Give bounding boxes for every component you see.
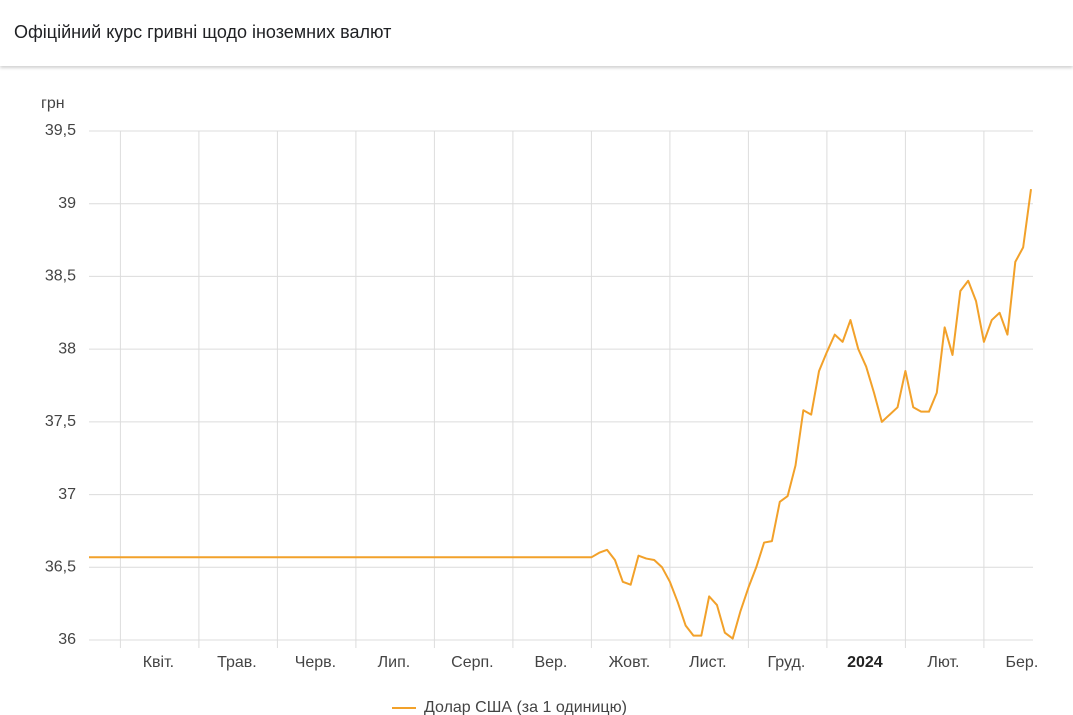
x-tick-label: Бер. (1006, 654, 1039, 671)
x-tick-label: Груд. (768, 654, 806, 671)
y-tick-label: 39,5 (45, 122, 76, 139)
x-tick-label: Лип. (378, 654, 411, 671)
y-tick-label: 36 (58, 631, 76, 648)
x-tick-label: Лист. (689, 654, 726, 671)
y-tick-label: 38 (58, 340, 76, 357)
x-tick-label: Вер. (534, 654, 567, 671)
y-tick-label: 37,5 (45, 413, 76, 430)
chart-title: Офіційний курс гривні щодо іноземних вал… (14, 22, 392, 42)
header: Офіційний курс гривні щодо іноземних вал… (0, 0, 1073, 66)
series-line (89, 189, 1032, 640)
y-axis-label: грн (41, 95, 65, 112)
x-tick-label: Жовт. (609, 654, 651, 671)
x-tick-label: Трав. (217, 654, 257, 671)
x-tick-label: Серп. (451, 654, 493, 671)
y-tick-label: 37 (58, 486, 76, 503)
legend-label: Долар США (за 1 одиницю) (424, 699, 627, 715)
x-tick-label: Квіт. (143, 654, 174, 671)
y-tick-label: 36,5 (45, 559, 76, 576)
x-tick-label: Лют. (927, 654, 959, 671)
y-tick-label: 39 (58, 195, 76, 212)
x-tick-label: Черв. (295, 654, 336, 671)
y-tick-label: 38,5 (45, 268, 76, 285)
x-tick-label: 2024 (847, 654, 883, 671)
